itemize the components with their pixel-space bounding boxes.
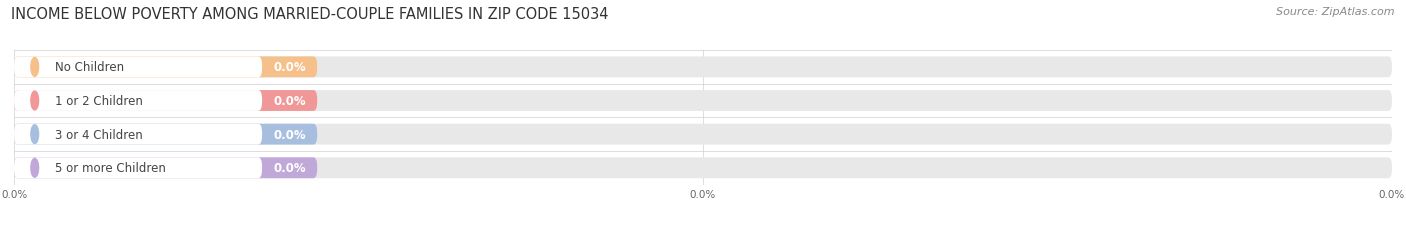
Text: 0.0%: 0.0% (273, 128, 307, 141)
Text: 5 or more Children: 5 or more Children (55, 161, 166, 175)
Circle shape (31, 92, 38, 110)
FancyBboxPatch shape (14, 57, 1392, 78)
FancyBboxPatch shape (14, 57, 318, 78)
Text: Source: ZipAtlas.com: Source: ZipAtlas.com (1277, 7, 1395, 17)
Text: 3 or 4 Children: 3 or 4 Children (55, 128, 143, 141)
Text: 0.0%: 0.0% (273, 94, 307, 108)
Circle shape (31, 159, 38, 177)
FancyBboxPatch shape (14, 91, 1392, 111)
FancyBboxPatch shape (14, 124, 1392, 145)
FancyBboxPatch shape (14, 158, 318, 178)
Text: 0.0%: 0.0% (273, 161, 307, 175)
Text: No Children: No Children (55, 61, 125, 74)
Text: INCOME BELOW POVERTY AMONG MARRIED-COUPLE FAMILIES IN ZIP CODE 15034: INCOME BELOW POVERTY AMONG MARRIED-COUPL… (11, 7, 609, 22)
Circle shape (31, 58, 38, 77)
FancyBboxPatch shape (14, 57, 262, 78)
Text: 0.0%: 0.0% (273, 61, 307, 74)
Circle shape (31, 125, 38, 144)
FancyBboxPatch shape (14, 124, 262, 145)
FancyBboxPatch shape (14, 124, 318, 145)
FancyBboxPatch shape (14, 91, 318, 111)
FancyBboxPatch shape (14, 158, 262, 178)
FancyBboxPatch shape (14, 158, 1392, 178)
Text: 1 or 2 Children: 1 or 2 Children (55, 94, 143, 108)
FancyBboxPatch shape (14, 91, 262, 111)
